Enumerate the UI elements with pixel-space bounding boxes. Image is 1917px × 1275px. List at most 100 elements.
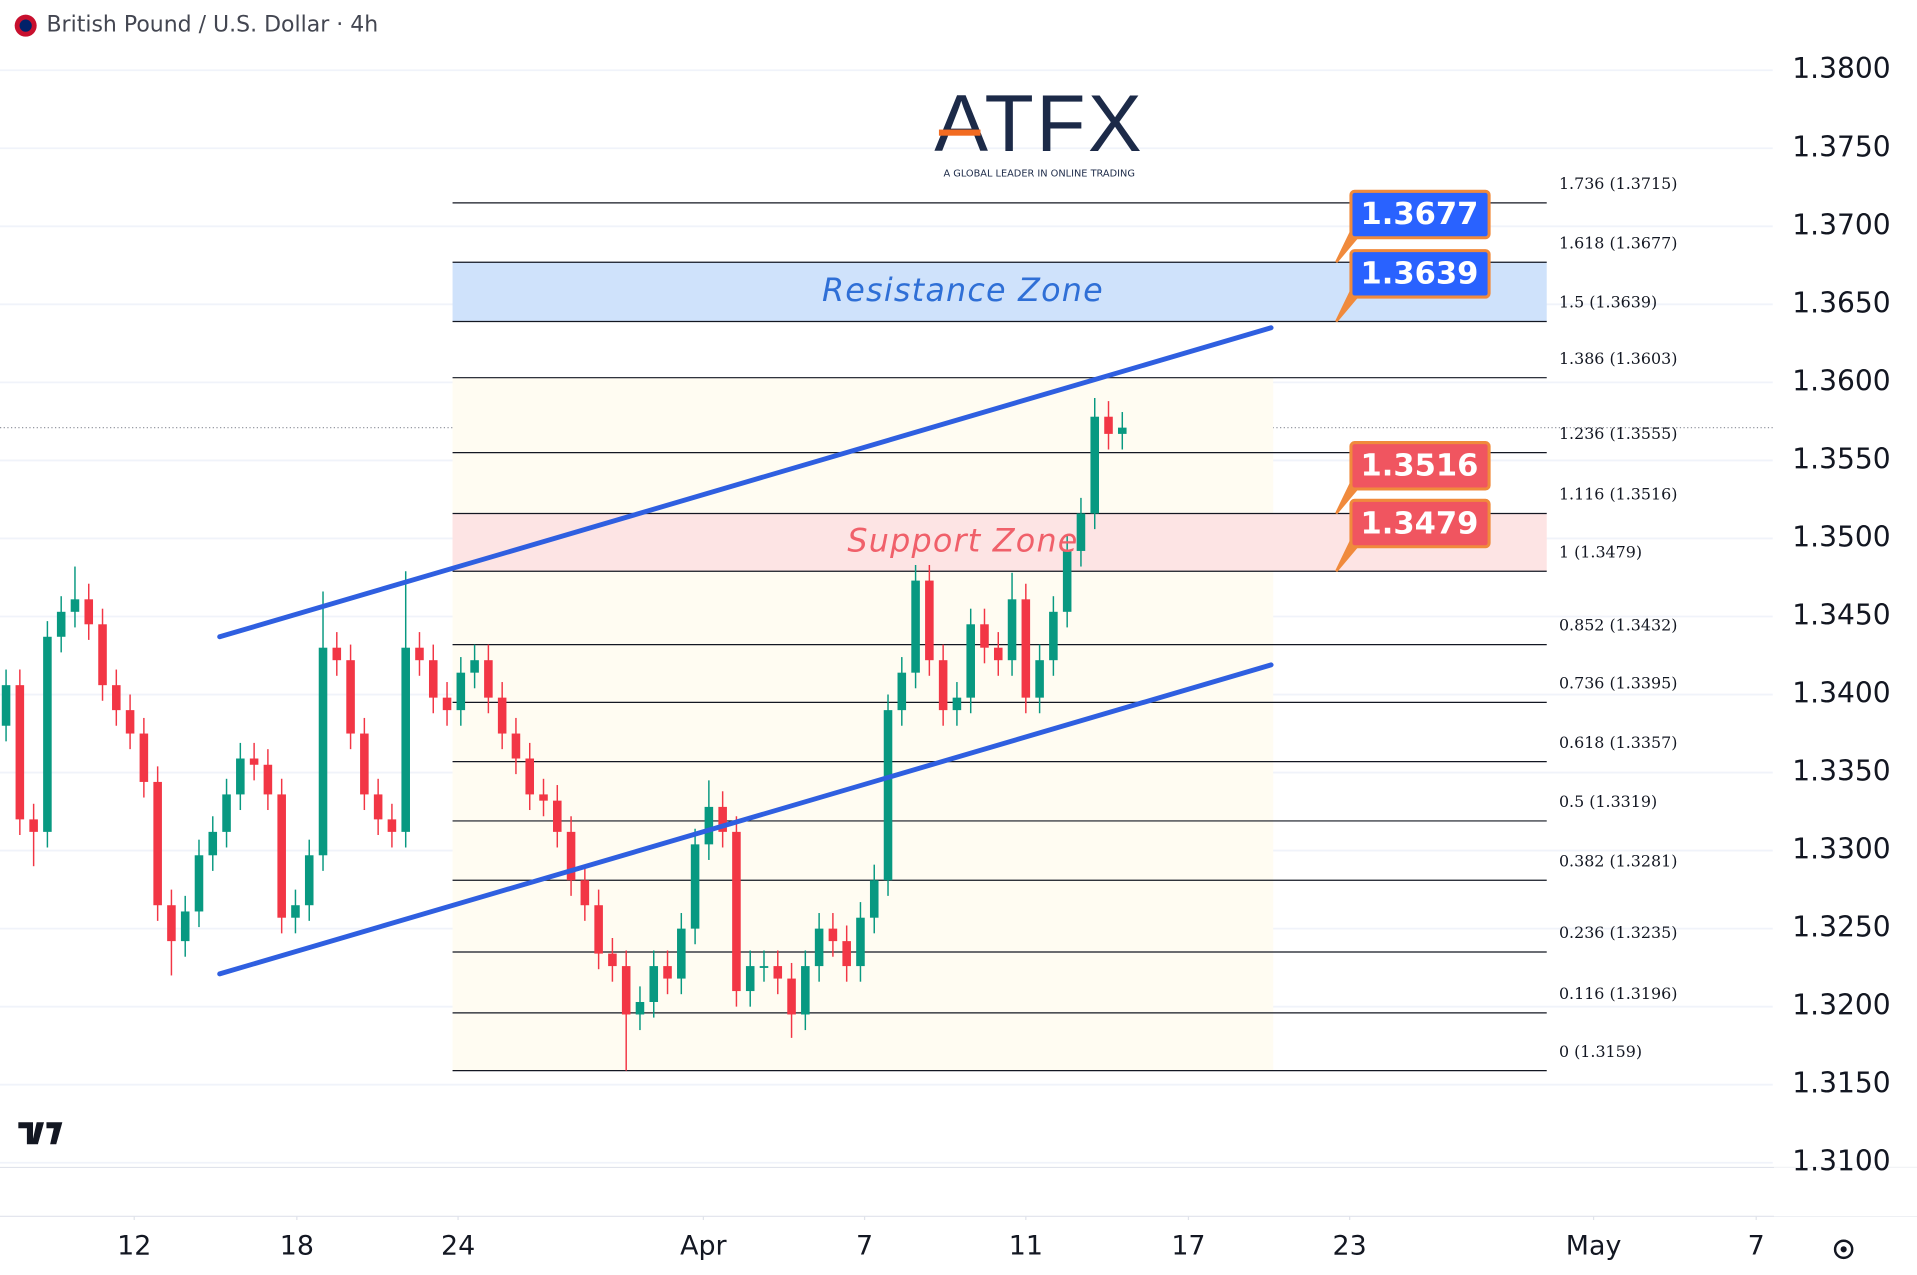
x-tick-label: 17: [1171, 1230, 1205, 1261]
candle-body: [84, 599, 94, 625]
logo-tagline: A GLOBAL LEADER IN ONLINE TRADING: [943, 169, 1134, 180]
y-tick-label: 1.3750: [1792, 130, 1890, 163]
symbol-title: British Pound / U.S. Dollar · 4h: [46, 13, 378, 38]
candle-body: [952, 697, 962, 711]
badge-label: 1.3639: [1360, 257, 1478, 292]
candle-body: [925, 580, 934, 661]
candle-body: [966, 624, 975, 698]
x-tick-label: May: [1566, 1230, 1622, 1261]
y-tick-label: 1.3550: [1792, 442, 1890, 475]
candle-body: [15, 685, 25, 820]
candle-body: [1062, 550, 1072, 612]
candle-body: [208, 831, 218, 856]
logo-name: ATFX: [934, 79, 1144, 169]
candle-body: [801, 966, 810, 1015]
candle-body: [787, 978, 796, 1015]
settings-gear[interactable]: [1833, 1239, 1854, 1260]
y-tick-label: 1.3100: [1792, 1145, 1890, 1178]
candle-body: [470, 660, 479, 673]
candle-body: [484, 660, 493, 698]
channel-line: [217, 662, 1274, 977]
fib-label: 1.618 (1.3677): [1559, 233, 1677, 252]
candle-body: [911, 580, 920, 673]
candle-body: [180, 911, 190, 942]
x-tick-label: 7: [1748, 1230, 1765, 1261]
candle-body: [897, 672, 907, 711]
flag-icon-inner: [19, 19, 32, 32]
candle-body: [594, 905, 603, 954]
candle-body: [539, 794, 548, 801]
candle-body: [842, 941, 851, 967]
candle-body: [690, 844, 700, 929]
candle-body: [566, 831, 576, 881]
badge-label: 1.3479: [1360, 506, 1478, 541]
candle-body: [373, 794, 383, 820]
candle-body: [346, 660, 355, 734]
x-tick-label: 24: [441, 1230, 475, 1261]
candle-body: [1049, 611, 1058, 661]
candle-body: [56, 611, 66, 637]
y-tick-label: 1.3200: [1792, 989, 1890, 1022]
x-tick-label: 11: [1009, 1230, 1043, 1261]
fib-label: 0.852 (1.3432): [1559, 616, 1677, 635]
candle-body: [1076, 513, 1086, 551]
candle-body: [194, 855, 204, 912]
y-tick-label: 1.3400: [1792, 677, 1890, 710]
zone-label: Resistance Zone: [822, 273, 1104, 309]
y-tick-label: 1.3450: [1792, 598, 1890, 631]
candle-body: [43, 636, 52, 832]
badge-label: 1.3516: [1360, 449, 1478, 484]
candle-body: [869, 880, 879, 918]
y-tick-label: 1.3250: [1792, 911, 1890, 944]
candle-body: [814, 928, 824, 967]
candles: [1, 397, 1127, 1071]
y-tick-label: 1.3150: [1792, 1067, 1890, 1100]
x-tick-label: 18: [280, 1230, 314, 1261]
channel-line: [217, 325, 1274, 640]
logo: ATFX A GLOBAL LEADER IN ONLINE TRADING: [934, 79, 1144, 180]
fib-label: 0.236 (1.3235): [1559, 923, 1677, 942]
fib-label: 1.5 (1.3639): [1559, 293, 1657, 312]
x-tick-label: 7: [856, 1230, 873, 1261]
settings-icon[interactable]: [1833, 1239, 1854, 1260]
badge: [1349, 249, 1491, 299]
candle-body: [1035, 660, 1044, 698]
candle-body: [553, 800, 562, 832]
fib-label: 0.736 (1.3395): [1559, 673, 1677, 692]
candle-body: [401, 647, 410, 832]
candle-body: [112, 685, 121, 711]
x-tick-label: 23: [1333, 1230, 1367, 1261]
candle-body: [222, 794, 231, 832]
fib-label: 0 (1.3159): [1559, 1042, 1642, 1061]
candle-body: [704, 806, 714, 845]
candle-body: [249, 758, 259, 765]
settings-gear-center: [1840, 1246, 1847, 1253]
fib-label: 1.386 (1.3603): [1559, 349, 1677, 368]
candle-body: [980, 624, 989, 648]
badge: [1349, 441, 1491, 491]
y-tick-label: 1.3800: [1792, 52, 1890, 85]
candle-body: [318, 647, 328, 856]
candle-body: [277, 794, 286, 918]
candle-body: [828, 928, 838, 942]
candle-body: [677, 928, 686, 979]
fib-label: 1.736 (1.3715): [1559, 174, 1677, 193]
y-tick-label: 1.3600: [1792, 364, 1890, 397]
candle-body: [29, 819, 38, 832]
y-tick-label: 1.3650: [1792, 286, 1890, 319]
fib-label: 1 (1.3479): [1559, 542, 1642, 561]
candle-body: [167, 905, 176, 942]
candle-body: [663, 966, 672, 979]
candle-body: [856, 917, 865, 967]
fib-background: [452, 377, 1274, 1071]
candle-body: [304, 855, 314, 906]
candle-body: [1007, 599, 1017, 661]
candle-body: [1118, 427, 1127, 434]
candle-body: [291, 905, 300, 918]
candle-body: [621, 966, 631, 1015]
candle-body: [456, 672, 466, 711]
tv-logo-mark: [18, 1122, 63, 1145]
logo-accent: [938, 129, 981, 136]
candle-body: [718, 806, 727, 832]
